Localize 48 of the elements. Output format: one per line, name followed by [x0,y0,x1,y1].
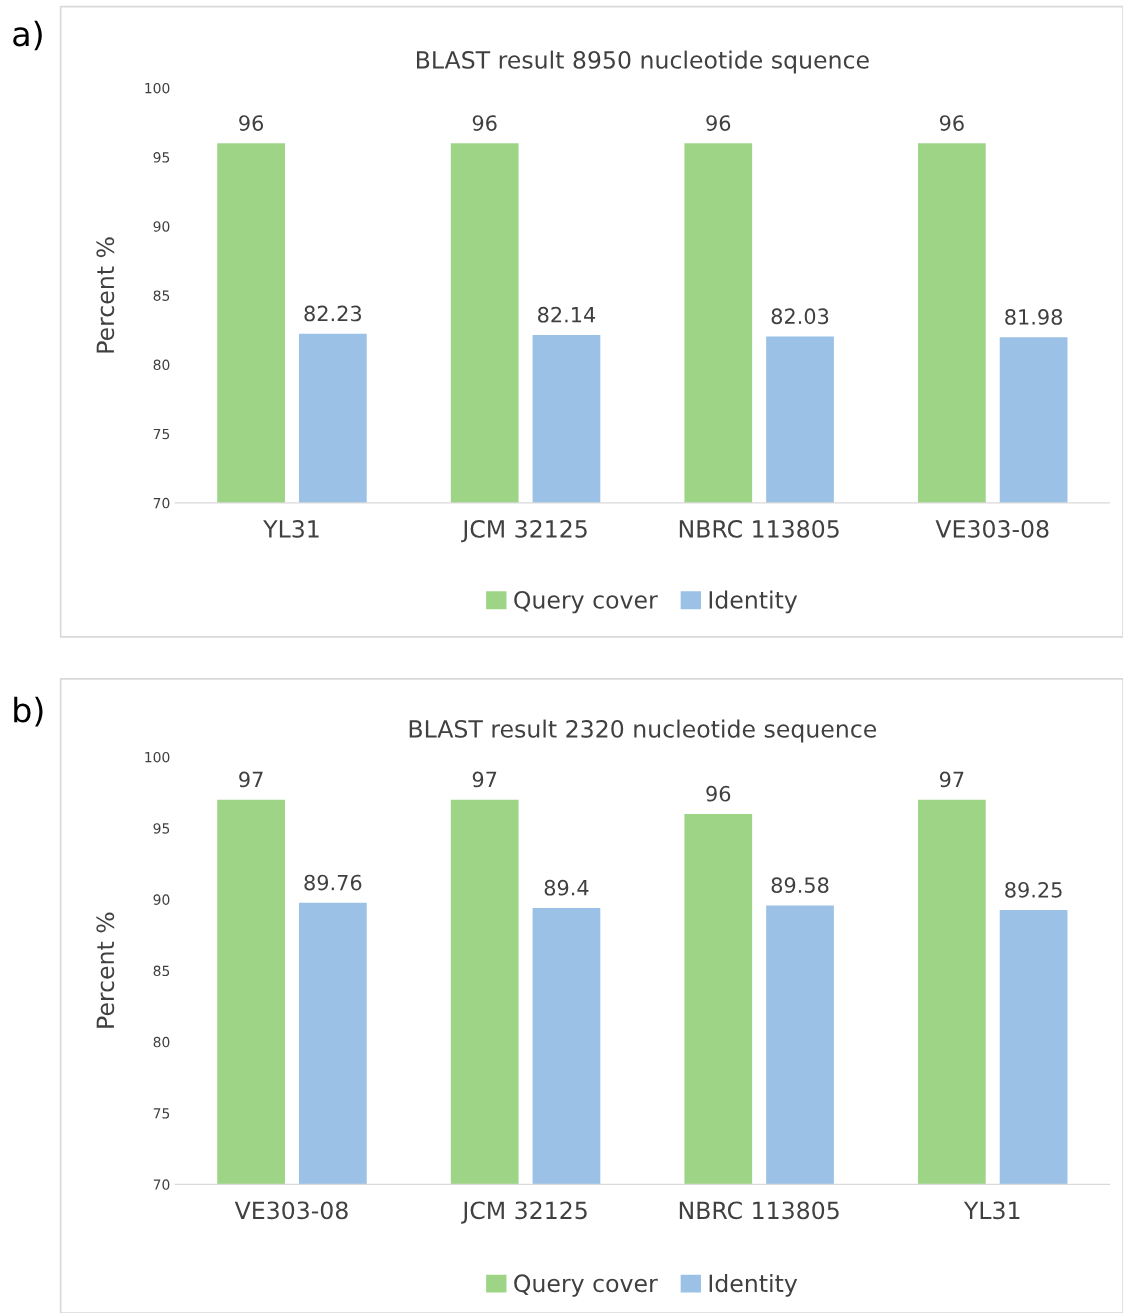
y-tick-label: 80 [153,359,170,371]
legend-label: Query cover [514,1274,658,1297]
legend-label: Query cover [514,590,658,614]
x-tick-label: JCM 32125 [461,1201,587,1224]
data-label: 96 [472,115,497,131]
x-tick-label: VE303-08 [935,519,1049,538]
data-label: 97 [939,771,964,788]
y-tick-label: 90 [153,221,170,232]
data-label: 89.58 [771,877,829,894]
y-tick-label: 75 [153,1108,170,1119]
data-label: 96 [239,115,264,131]
legend-label: Identity [709,590,798,614]
data-label: 97 [239,771,263,788]
y-tick-label: 95 [153,823,170,834]
x-tick-label: NBRC 113805 [679,1201,839,1220]
y-axis-title: Percent % [96,237,115,353]
text: a) [13,20,42,51]
x-tick-label: VE303-08 [234,1201,348,1220]
data-label: 82.14 [538,306,596,323]
chart-title: BLAST result 2320 nucleotide sequence [409,719,877,743]
x-tick-label: YL31 [263,519,319,538]
text: b) [14,696,43,727]
y-tick-label: 90 [153,894,170,905]
data-label: 82.23 [304,305,362,322]
y-tick-label: 75 [153,428,170,440]
data-label: 96 [939,115,964,131]
data-label: 96 [706,115,731,131]
data-label: 89.25 [1005,881,1062,898]
x-tick-label: NBRC 113805 [679,519,839,538]
y-axis-title: Percent % [96,912,115,1028]
y-tick-label: 95 [153,152,170,163]
y-tick-label: 85 [153,965,170,977]
y-tick-label: 85 [153,290,170,301]
y-tick-label: 70 [153,497,170,509]
data-label: 81.98 [1005,309,1062,325]
x-tick-label: YL31 [963,1201,1020,1220]
y-tick-label: 80 [153,1036,170,1048]
legend-label: Identity [709,1273,798,1297]
y-tick-label: 70 [153,1179,170,1190]
data-label: 89.76 [304,874,362,891]
data-label: 97 [472,771,497,788]
data-label: 96 [706,785,731,802]
y-tick-label: 100 [145,751,170,763]
x-tick-label: JCM 32125 [461,519,587,543]
data-label: 89.4 [544,879,589,896]
data-label: 82.03 [771,308,829,325]
chart-title: BLAST result 8950 nucleotide squence [416,50,869,74]
y-tick-label: 100 [145,82,170,94]
